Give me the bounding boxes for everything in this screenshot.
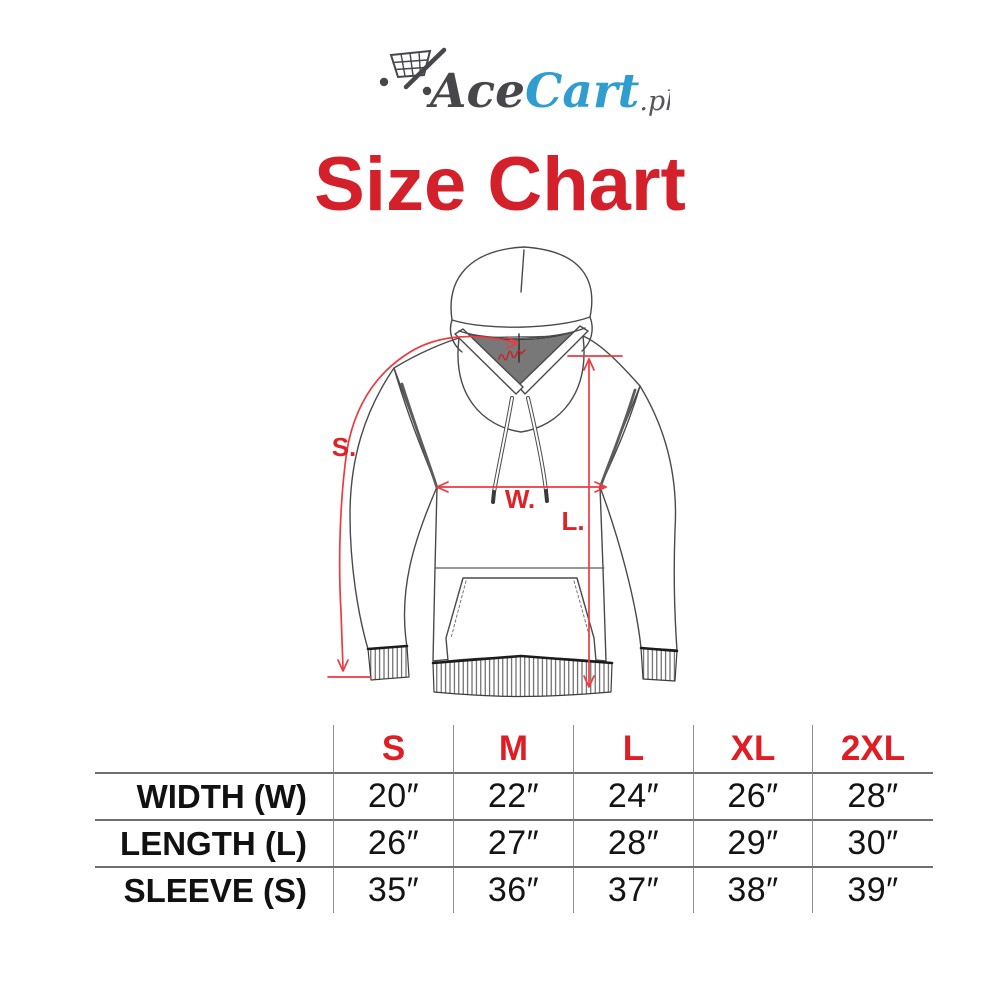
sleeve-m-value: 36″	[453, 866, 573, 913]
width-arrowhead-right	[594, 481, 607, 493]
logo-text-ace: Ace	[426, 64, 525, 119]
sleeve-arrowhead-down	[337, 659, 349, 672]
length-label: L.	[561, 506, 584, 536]
length-s-value: 26″	[333, 819, 453, 866]
size-table: S M L XL 2XL WIDTH (W) 20″ 22″ 24″ 26″ 2…	[95, 725, 933, 913]
sleeve-xl-value: 38″	[693, 866, 812, 913]
size-col-header-l: L	[573, 725, 693, 772]
pocket-stitch-left	[450, 580, 467, 639]
left-cuff-seam	[366, 644, 409, 651]
length-m-value: 27″	[453, 819, 573, 866]
length-xl-value: 29″	[693, 819, 812, 866]
sleeve-l-value: 37″	[573, 866, 693, 913]
width-arrowhead-left	[436, 481, 449, 493]
collar-band-left	[454, 328, 524, 395]
kangaroo-pocket	[445, 577, 597, 662]
measurement-annotations	[327, 335, 623, 688]
width-s-value: 20″	[333, 772, 453, 819]
page-title: Size Chart	[314, 142, 686, 227]
length-l-value: 28″	[573, 819, 693, 866]
hem-band	[432, 655, 613, 698]
pocket-stitch-right	[573, 580, 591, 639]
hoodie-brand-script	[498, 349, 526, 361]
left-cuff	[367, 645, 410, 681]
width-xl-value: 26″	[693, 772, 812, 819]
width-2xl-value: 28″	[812, 772, 933, 819]
logo-text-cart: Cart	[525, 64, 640, 119]
sleeve-2xl-value: 39″	[812, 866, 933, 913]
row-header-sleeve: SLEEVE (S)	[95, 866, 333, 913]
hem-seam	[431, 654, 614, 665]
length-2xl-value: 30″	[812, 819, 933, 866]
row-header-length: LENGTH (L)	[95, 819, 333, 866]
size-col-header-s: S	[333, 725, 453, 772]
size-col-header-xl: XL	[693, 725, 812, 772]
logo-wordmark: AceCart.pk	[426, 64, 670, 119]
length-arrowhead-up	[583, 358, 595, 371]
width-label: W.	[505, 484, 535, 514]
right-armhole-seam	[598, 388, 637, 490]
right-cuff-seam	[639, 646, 679, 653]
right-cuff	[640, 647, 678, 682]
sleeve-arrowhead-right	[506, 336, 519, 349]
length-arrowhead-down	[583, 675, 595, 688]
size-table-corner	[95, 725, 333, 772]
sleeve-measure-line	[338, 335, 517, 669]
hoodie-diagram: S. W. L.	[327, 246, 679, 698]
hood-right-fold	[581, 316, 593, 352]
size-col-header-m: M	[453, 725, 573, 772]
sleeve-label: S.	[332, 432, 357, 462]
shopping-cart-icon	[379, 47, 447, 96]
row-header-width: WIDTH (W)	[95, 772, 333, 819]
hood-brim-inner-line	[458, 327, 586, 339]
sleeve-s-value: 35″	[333, 866, 453, 913]
left-armhole-seam	[400, 382, 439, 490]
width-m-value: 22″	[453, 772, 573, 819]
acecart-logo: AceCart.pk	[379, 47, 670, 119]
hood-center-seam	[520, 249, 525, 293]
logo-text-domain: .pk	[639, 86, 670, 117]
size-col-header-2xl: 2XL	[812, 725, 933, 772]
width-l-value: 24″	[573, 772, 693, 819]
drawstrings	[491, 396, 549, 504]
